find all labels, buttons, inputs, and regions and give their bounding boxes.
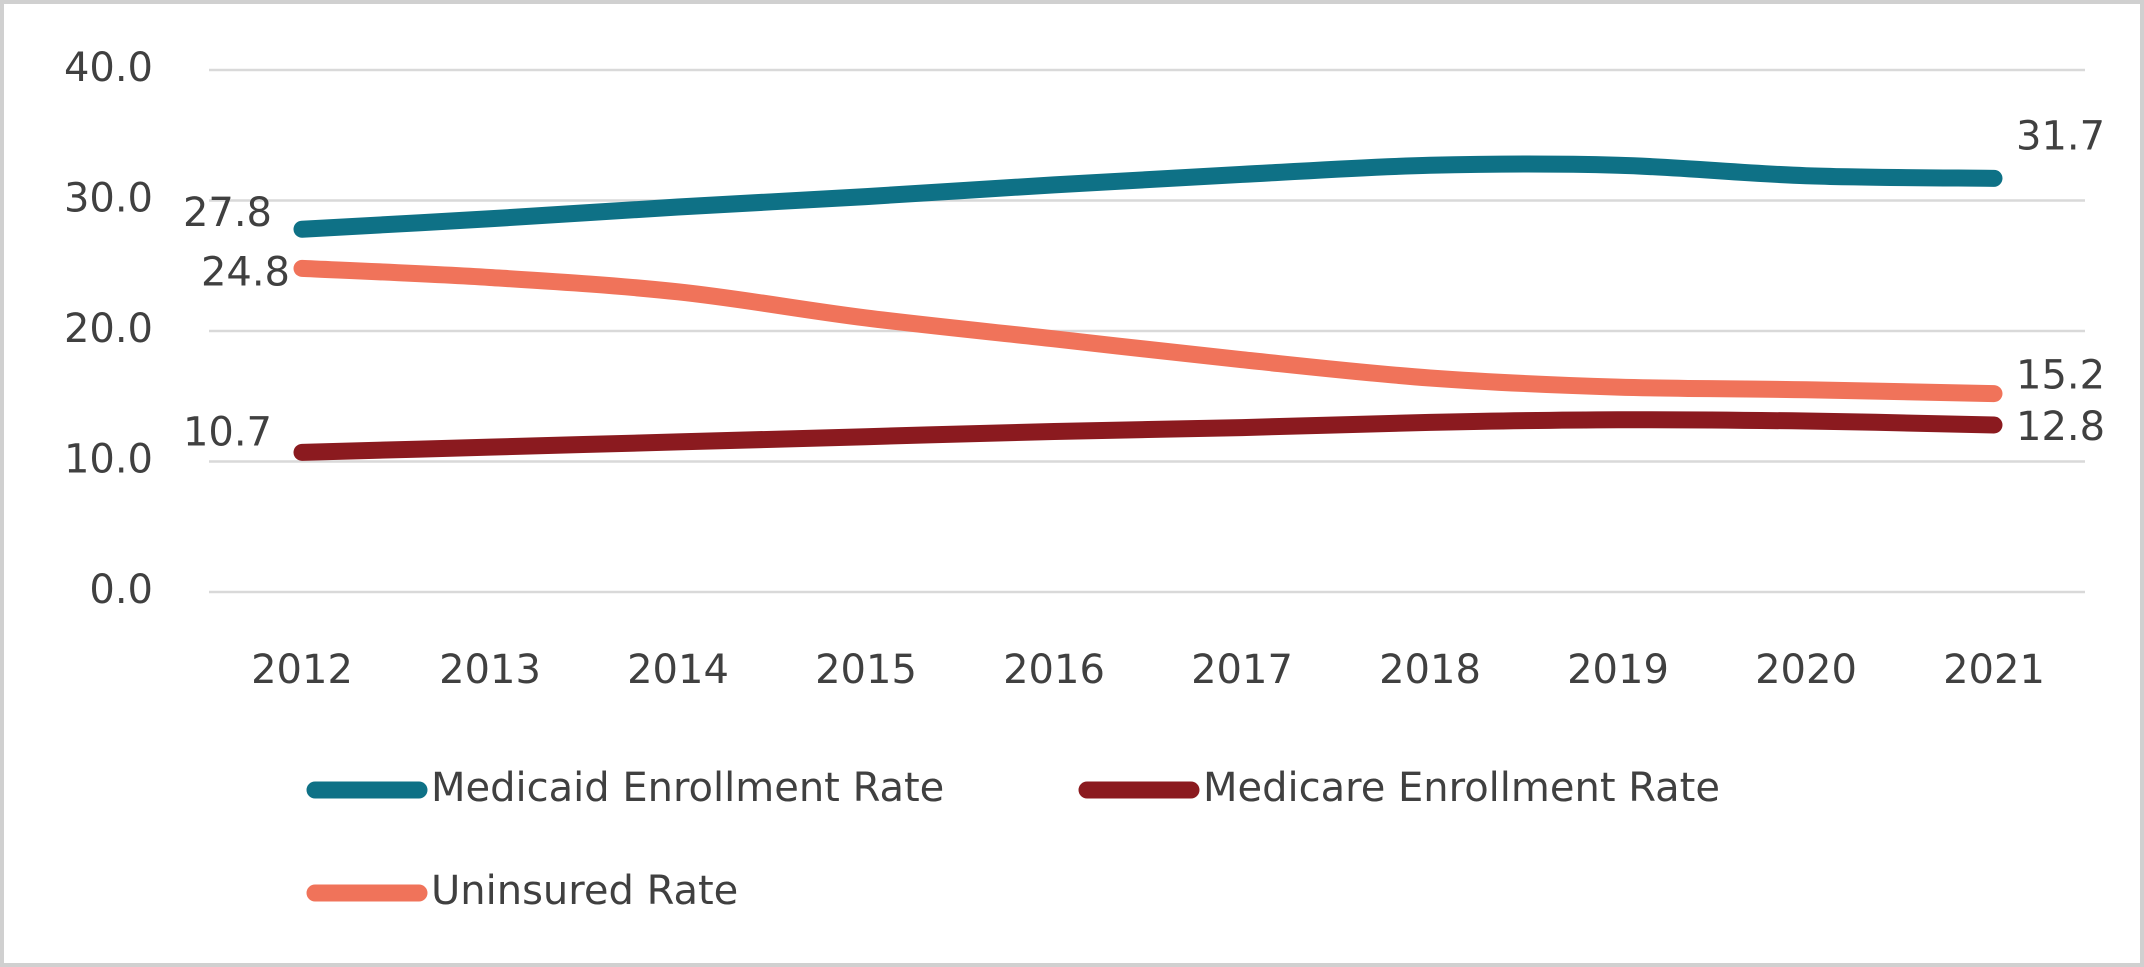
data-label: 12.8 [2016, 404, 2105, 450]
legend-label: Medicaid Enrollment Rate [431, 765, 944, 811]
y-tick-label: 0.0 [89, 567, 153, 613]
x-tick-label: 2013 [439, 647, 541, 693]
x-tick-label: 2016 [1003, 647, 1105, 693]
x-tick-label: 2019 [1567, 647, 1669, 693]
data-label: 31.7 [2016, 113, 2105, 159]
data-label: 15.2 [2016, 353, 2105, 399]
legend-label: Medicare Enrollment Rate [1203, 765, 1720, 811]
y-tick-label: 20.0 [64, 306, 153, 352]
x-tick-label: 2017 [1191, 647, 1293, 693]
series-line [293, 155, 2003, 238]
x-tick-label: 2018 [1379, 647, 1481, 693]
x-tick-label: 2021 [1943, 647, 2045, 693]
y-tick-label: 10.0 [64, 437, 153, 483]
y-tick-label: 30.0 [64, 176, 153, 222]
legend-label: Uninsured Rate [431, 868, 738, 914]
data-label: 10.7 [183, 409, 272, 455]
series-line [293, 411, 2003, 461]
x-tick-label: 2015 [815, 647, 917, 693]
data-label: 27.8 [183, 190, 272, 236]
y-tick-label: 40.0 [64, 45, 153, 91]
x-tick-label: 2020 [1755, 647, 1857, 693]
data-label: 24.8 [201, 249, 290, 295]
x-tick-label: 2012 [251, 647, 353, 693]
series-line [293, 259, 2003, 403]
x-tick-label: 2014 [627, 647, 729, 693]
